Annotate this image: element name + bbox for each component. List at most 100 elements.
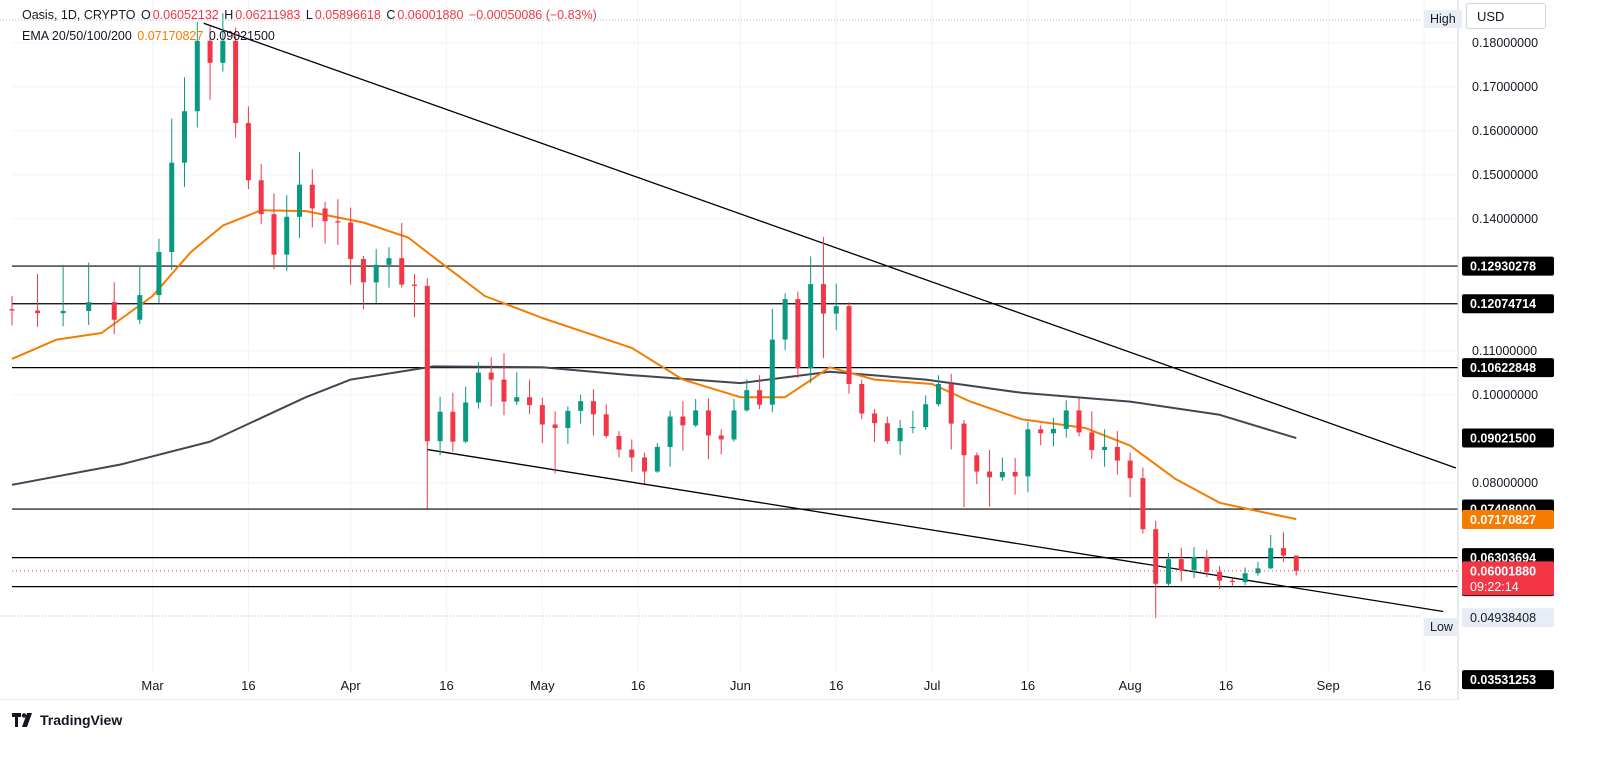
candle-body <box>897 428 903 442</box>
candle-body <box>111 302 117 320</box>
candle <box>386 247 392 288</box>
candle <box>35 274 41 327</box>
x-tick-label: 16 <box>1021 678 1035 693</box>
candle <box>527 379 533 414</box>
candle <box>948 373 954 450</box>
candle <box>897 420 903 455</box>
grid <box>12 0 1458 672</box>
candle <box>629 439 635 472</box>
candle <box>501 353 507 416</box>
ema-orange-price-label-bg <box>1462 509 1554 529</box>
candle-body <box>1204 556 1210 572</box>
candle <box>1204 549 1210 578</box>
x-tick-label: 16 <box>1417 678 1431 693</box>
low-value: 0.05896618 <box>314 8 381 22</box>
candle <box>795 291 801 379</box>
candle-body <box>935 384 941 405</box>
candle-body <box>565 410 571 428</box>
candle-body <box>233 40 239 124</box>
candle-body <box>590 401 596 415</box>
candle <box>220 13 226 72</box>
ema-gray-value: 0.09021500 <box>208 29 275 43</box>
candle <box>1178 547 1184 582</box>
y-tick-label: 0.11000000 <box>1472 344 1537 358</box>
candle <box>552 411 558 474</box>
candle <box>935 375 941 407</box>
candle-body <box>463 402 469 442</box>
candle <box>271 193 277 270</box>
candle <box>360 255 366 310</box>
candle-body <box>948 384 954 424</box>
candle-body <box>348 222 354 260</box>
candle-body <box>271 214 277 255</box>
candle <box>872 409 878 443</box>
x-tick-label: Sep <box>1317 678 1340 693</box>
candle-body <box>923 404 929 428</box>
candle-body <box>182 111 188 163</box>
low-label: L <box>305 8 313 22</box>
candle-body <box>309 184 315 209</box>
y-tick-label: 0.08000000 <box>1472 476 1538 490</box>
candle <box>667 410 673 467</box>
time-axis[interactable]: Mar 16 Apr 16 May 16 Jun 16 Jul 16 Aug 16 Sep 16 <box>141 678 1431 693</box>
y-tick-label: 0.18000000 <box>1472 36 1538 50</box>
y-tick-label: 0.15000000 <box>1472 168 1538 182</box>
candle-body <box>1178 559 1184 571</box>
candle <box>974 452 980 484</box>
candle <box>731 398 737 442</box>
candle <box>769 308 775 413</box>
y-tick-label: 0.10000000 <box>1472 388 1538 402</box>
candle-body <box>616 435 622 450</box>
candle <box>833 283 839 330</box>
candle-body <box>872 413 878 424</box>
candle-body <box>360 259 366 283</box>
candle-body <box>552 424 558 428</box>
x-tick-label: 16 <box>439 678 453 693</box>
candle-body <box>1229 580 1235 582</box>
candle-body <box>1255 568 1261 574</box>
price-chart[interactable]: 0.18000000 0.17000000 0.16000000 0.15000000… <box>0 0 1600 700</box>
low-price-label: 0.04938408 <box>1470 611 1536 625</box>
candle-body <box>820 284 826 314</box>
candle-body <box>412 284 418 286</box>
close-label: C <box>386 8 396 22</box>
candle <box>9 296 15 326</box>
candle <box>488 357 494 407</box>
footer-brand[interactable]: TradingView <box>12 712 122 728</box>
candle <box>642 452 648 484</box>
candle <box>156 238 162 304</box>
candle <box>297 152 303 238</box>
candle-body <box>795 299 801 369</box>
candle <box>1127 452 1133 498</box>
candle <box>1025 421 1031 493</box>
candle <box>335 199 341 245</box>
trendline <box>203 22 1457 469</box>
candle-body <box>654 446 660 472</box>
candle <box>1242 567 1248 586</box>
candle <box>245 106 251 190</box>
candle <box>348 207 354 285</box>
ema-legend: EMA 20/50/100/200 0.07170827 0.09021500 <box>22 29 277 43</box>
open-label: O <box>140 8 151 22</box>
ema-label[interactable]: EMA 20/50/100/200 <box>22 29 132 43</box>
candle-body <box>245 123 251 181</box>
candle-body <box>488 372 494 380</box>
candle <box>744 379 750 412</box>
ema-orange-line <box>11 209 1297 521</box>
current-price-label-bg <box>1462 561 1554 596</box>
y-tick-label: 0.17000000 <box>1472 80 1538 94</box>
currency-selector[interactable]: USD <box>1466 3 1546 29</box>
ema-gray-price-label-bg <box>1462 428 1554 448</box>
price-axis[interactable]: 0.18000000 0.17000000 0.16000000 0.15000000… <box>1472 36 1538 490</box>
candle-body <box>808 284 814 369</box>
candle <box>137 265 143 325</box>
x-tick-label: 16 <box>241 678 255 693</box>
candle <box>233 27 239 138</box>
candle <box>322 201 328 244</box>
symbol-label[interactable]: Oasis, 1D, CRYPTO <box>22 8 136 22</box>
candle-body <box>373 264 379 283</box>
candle <box>820 237 826 359</box>
candle-body <box>1127 460 1133 479</box>
candle-body <box>1191 556 1197 571</box>
candle <box>680 401 686 451</box>
